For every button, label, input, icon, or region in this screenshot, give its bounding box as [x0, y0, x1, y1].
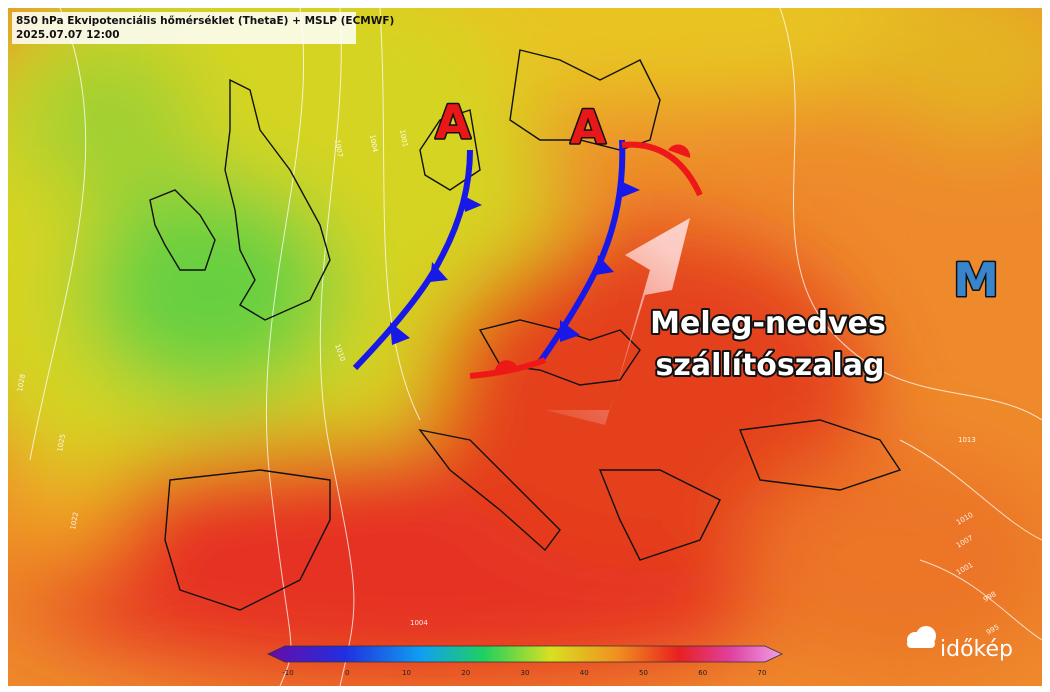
- isobar-label: 1007: [333, 139, 344, 158]
- high-pressure: A: [435, 95, 471, 149]
- isobar-label: 1025: [56, 433, 67, 452]
- colorbar-tick-label: 40: [580, 669, 589, 677]
- isobar-label: 1004: [410, 619, 428, 627]
- logo: időkép: [907, 626, 1013, 662]
- colorbar-tick-label: 70: [758, 669, 767, 677]
- isobar-label: 1022: [69, 511, 80, 530]
- logo-text: időkép: [940, 637, 1013, 662]
- annotation: szállítószalag: [656, 348, 885, 383]
- colorbar-ticks: -10 0 10 20 30 40 50 60 70: [282, 669, 766, 677]
- high-pressure: A: [570, 100, 606, 154]
- isobar-label: 1004: [368, 134, 379, 153]
- annotation: Meleg-nedves: [650, 306, 886, 341]
- colorbar-tick-label: 10: [402, 669, 411, 677]
- warm-front: [469, 141, 703, 379]
- low-pressure: M: [953, 253, 999, 307]
- flow-arrow: [545, 218, 690, 425]
- isobar-label: 1028: [16, 373, 27, 392]
- colorbar-tick-label: 60: [698, 669, 707, 677]
- colorbar-tick-label: 30: [521, 669, 530, 677]
- colorbar-tick-label: -10: [282, 669, 293, 677]
- colorbar-tick-label: 20: [461, 669, 470, 677]
- isobar-label: 1013: [958, 436, 976, 444]
- colorbar: [267, 645, 783, 663]
- title: 850 hPa Ekvipotenciális hőmérséklet (The…: [16, 15, 394, 27]
- cold-front: [352, 149, 482, 371]
- cold-front: [537, 139, 640, 364]
- date: 2025.07.07 12:00: [16, 29, 120, 41]
- isobar-label: 1001: [398, 129, 409, 148]
- colorbar-tick-label: 50: [639, 669, 648, 677]
- title-box: [12, 12, 356, 44]
- colorbar-tick-label: 0: [345, 669, 349, 677]
